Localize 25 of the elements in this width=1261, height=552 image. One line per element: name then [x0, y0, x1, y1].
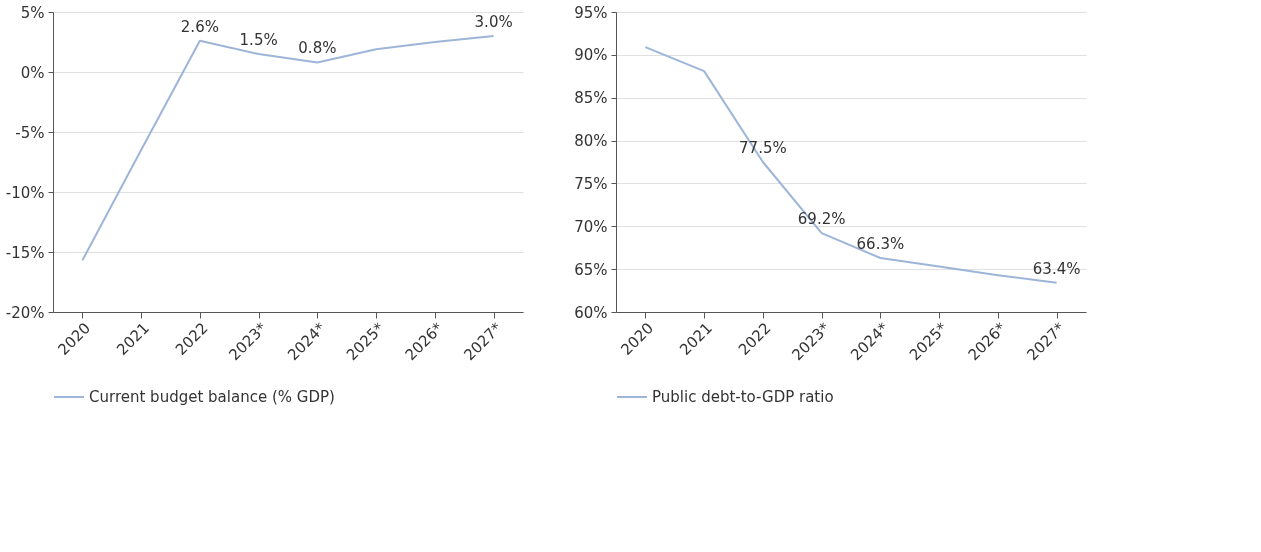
data-label: 1.5%	[239, 31, 278, 49]
y-tick-label: 0%	[20, 63, 45, 82]
data-label: 63.4%	[1032, 259, 1081, 278]
line-series	[81, 35, 495, 262]
y-tick-label: 75%	[574, 174, 608, 193]
y-tick-label: 85%	[574, 89, 608, 108]
y-tick-label: 90%	[574, 46, 608, 65]
y-tick-label: 80%	[574, 132, 608, 151]
y-tick-label: -10%	[5, 183, 45, 202]
data-label: 77.5%	[739, 139, 787, 157]
data-label: 66.3%	[856, 235, 905, 253]
y-tick-label: -5%	[15, 123, 45, 142]
data-label: 2.6%	[180, 17, 219, 36]
y-tick-label: -20%	[5, 303, 45, 322]
y-tick-label: -15%	[5, 243, 45, 262]
legend-label: Current budget balance (% GDP)	[89, 388, 335, 406]
data-label: 3.0%	[474, 13, 513, 31]
y-tick-label: 95%	[574, 3, 608, 22]
y-tick-label: 5%	[20, 3, 45, 22]
data-label: 69.2%	[797, 210, 846, 229]
y-tick-label: 60%	[574, 303, 608, 322]
y-tick-label: 70%	[574, 217, 608, 236]
data-label: 0.8%	[298, 39, 337, 58]
y-tick-label: 65%	[574, 260, 608, 279]
legend-label: Public debt-to-GDP ratio	[652, 388, 834, 406]
